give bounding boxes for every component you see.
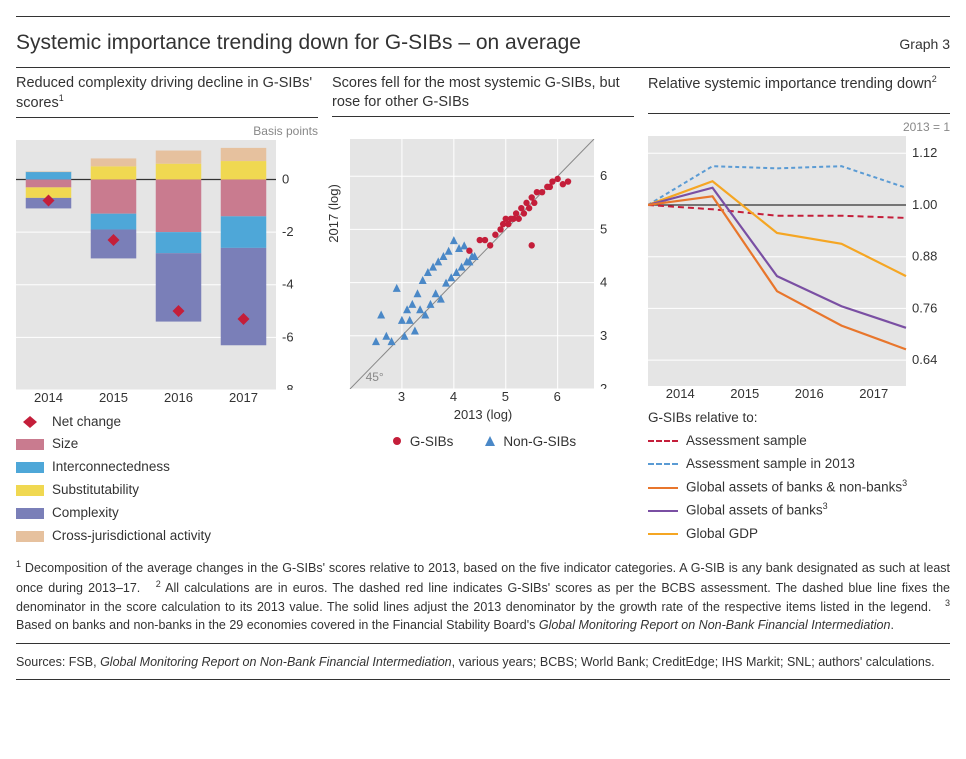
- legend-swatch: [648, 487, 678, 489]
- panel-2-chart: 2017 (log) 2345645° 3456: [332, 139, 634, 405]
- legend-item: Complexity: [16, 502, 318, 525]
- legend-label: Assessment sample: [686, 430, 807, 453]
- panel-1-title: Reduced complexity driving decline in G-…: [16, 74, 318, 118]
- panel-2-ylabel: 2017 (log): [326, 184, 341, 243]
- svg-text:6: 6: [600, 168, 607, 183]
- legend-item: Interconnectedness: [16, 456, 318, 479]
- panel-3: Relative systemic importance trending do…: [648, 74, 950, 548]
- legend-label: Substitutability: [52, 479, 139, 502]
- legend-item: Cross-jurisdictional activity: [16, 525, 318, 548]
- x-tick-label: 4: [450, 389, 457, 404]
- svg-text:45°: 45°: [366, 370, 384, 384]
- x-tick-label: 2014: [648, 386, 713, 401]
- svg-text:1.12: 1.12: [912, 145, 937, 160]
- svg-text:3: 3: [600, 327, 607, 342]
- legend-label: Assessment sample in 2013: [686, 453, 855, 476]
- legend-swatch: [648, 463, 678, 465]
- x-tick-label: 2016: [146, 390, 211, 405]
- footnotes: 1 Decomposition of the average changes i…: [16, 558, 950, 634]
- svg-text:0: 0: [282, 171, 289, 186]
- legend-swatch: [16, 462, 44, 473]
- svg-text:0.64: 0.64: [912, 352, 937, 367]
- panel-2-title: Scores fell for the most systemic G-SIBs…: [332, 74, 634, 117]
- x-tick-label: 6: [554, 389, 561, 404]
- svg-text:-6: -6: [282, 329, 294, 344]
- legend-item-gsib: G-SIBs: [390, 434, 454, 449]
- foot-rule: [16, 643, 950, 644]
- legend-label: Global GDP: [686, 523, 758, 546]
- x-tick-label: 2015: [713, 386, 778, 401]
- x-tick-label: 2017: [842, 386, 907, 401]
- panel-1-xlabels: 2014201520162017: [16, 390, 276, 405]
- legend-swatch: [16, 439, 44, 450]
- legend-label: Size: [52, 433, 78, 456]
- legend-swatch: [648, 510, 678, 512]
- legend-swatch: [16, 508, 44, 519]
- panel-3-unit: 2013 = 1: [648, 120, 950, 134]
- legend-item: Substitutability: [16, 479, 318, 502]
- panel-1-svg: 0 -2 -4 -6 -8: [16, 140, 316, 390]
- panel-2: Scores fell for the most systemic G-SIBs…: [332, 74, 634, 548]
- panel-2-legend: G-SIBs Non-G-SIBs: [332, 434, 634, 449]
- legend-title: G-SIBs relative to:: [648, 407, 950, 430]
- x-tick-label: 5: [502, 389, 509, 404]
- legend-label: Interconnectedness: [52, 456, 170, 479]
- panel-3-svg: 1.12 1.00 0.88 0.76 0.64: [648, 136, 948, 386]
- page-title: Systemic importance trending down for G-…: [16, 31, 581, 55]
- svg-text:-2: -2: [282, 224, 294, 239]
- svg-text:0.76: 0.76: [912, 300, 937, 315]
- panels-row: Reduced complexity driving decline in G-…: [16, 74, 950, 548]
- panel-1-chart: 0 -2 -4 -6 -8: [16, 140, 318, 390]
- legend-item: Global assets of banks3: [648, 499, 950, 522]
- svg-text:2: 2: [600, 381, 607, 389]
- svg-text:1.00: 1.00: [912, 197, 937, 212]
- legend-label: Cross-jurisdictional activity: [52, 525, 211, 548]
- panel-1-legend: Net changeSizeInterconnectednessSubstitu…: [16, 411, 318, 549]
- panel-2-xticks: 3 4 5 6: [332, 389, 632, 405]
- x-tick-label: 2017: [211, 390, 276, 405]
- legend-item: Assessment sample: [648, 430, 950, 453]
- svg-text:5: 5: [600, 221, 607, 236]
- legend-item: Global assets of banks & non-banks3: [648, 476, 950, 499]
- panel-3-legend: G-SIBs relative to:Assessment sampleAsse…: [648, 407, 950, 546]
- legend-label: Global assets of banks3: [686, 499, 828, 522]
- legend-item: Global GDP: [648, 523, 950, 546]
- panel-1-unit: Basis points: [16, 124, 318, 138]
- svg-text:4: 4: [600, 274, 607, 289]
- sources: Sources: FSB, Global Monitoring Report o…: [16, 654, 950, 672]
- x-tick-label: 3: [398, 389, 405, 404]
- legend-swatch: [648, 533, 678, 535]
- legend-swatch: [16, 485, 44, 496]
- legend-item-net: Net change: [16, 411, 318, 434]
- header: Systemic importance trending down for G-…: [16, 23, 950, 61]
- svg-text:-4: -4: [282, 276, 294, 291]
- bottom-rule: [16, 679, 950, 680]
- legend-swatch: [648, 440, 678, 442]
- legend-label: Net change: [52, 411, 121, 434]
- panel-3-xlabels: 2014201520162017: [648, 386, 906, 401]
- x-tick-label: 2014: [16, 390, 81, 405]
- legend-label: Complexity: [52, 502, 119, 525]
- panel-1: Reduced complexity driving decline in G-…: [16, 74, 318, 548]
- x-tick-label: 2015: [81, 390, 146, 405]
- graph-number: Graph 3: [899, 36, 950, 52]
- header-rule: [16, 67, 950, 68]
- legend-item-nongsib: Non-G-SIBs: [483, 434, 576, 449]
- legend-swatch: [16, 531, 44, 542]
- legend-item: Assessment sample in 2013: [648, 453, 950, 476]
- panel-3-title: Relative systemic importance trending do…: [648, 74, 950, 114]
- panel-2-svg: 2 3 4 5 6 45°: [332, 139, 632, 389]
- top-rule: [16, 16, 950, 17]
- x-tick-label: 2016: [777, 386, 842, 401]
- panel-2-xlabel: 2013 (log): [332, 407, 634, 422]
- legend-label: Global assets of banks & non-banks3: [686, 476, 907, 499]
- svg-text:-8: -8: [282, 382, 294, 390]
- panel-3-chart: 1.12 1.00 0.88 0.76 0.64: [648, 136, 950, 386]
- panel-2-unit: [332, 123, 634, 137]
- legend-item: Size: [16, 433, 318, 456]
- svg-text:0.88: 0.88: [912, 249, 937, 264]
